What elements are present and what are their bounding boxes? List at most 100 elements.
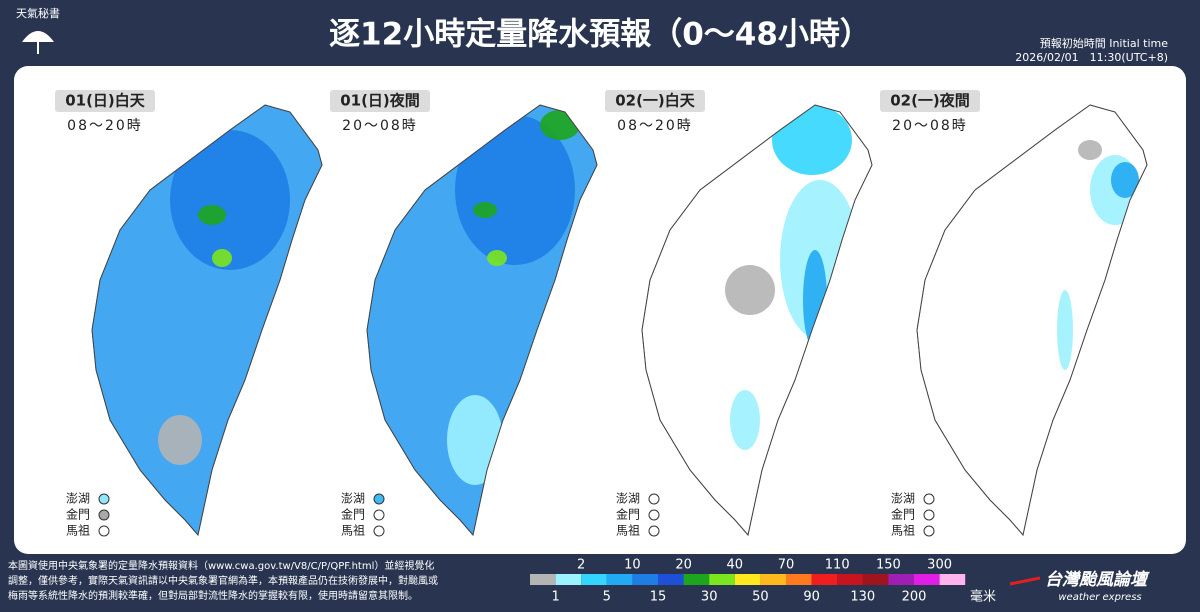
legend-label: 20 xyxy=(675,558,692,573)
legend-label: 40 xyxy=(727,558,744,573)
brand-tagline: weather express xyxy=(1058,592,1141,603)
rain-area xyxy=(1078,140,1102,160)
rain-area xyxy=(455,115,575,265)
island-status xyxy=(923,509,935,521)
legend-swatch xyxy=(581,574,607,585)
panel-label: 01(日)夜間 xyxy=(340,92,420,110)
legend-swatch xyxy=(530,574,556,585)
legend-swatch xyxy=(888,574,914,585)
legend-label: 10 xyxy=(624,558,641,573)
rain-area xyxy=(1057,290,1073,370)
panel-time: 20～08時 xyxy=(892,118,968,134)
legend-label: 15 xyxy=(650,590,667,605)
panel-label: 01(日)白天 xyxy=(65,92,146,110)
panel-time: 20～08時 xyxy=(342,118,418,134)
island-name: 澎湖 xyxy=(341,491,365,506)
island-name: 澎湖 xyxy=(891,491,915,506)
island-name: 金門 xyxy=(616,507,640,522)
panel-time: 08～20時 xyxy=(67,118,143,134)
legend-label: 30 xyxy=(701,590,718,605)
title: 逐12小時定量降水預報（0～48小時） xyxy=(329,17,871,53)
rain-area xyxy=(487,250,507,266)
rain-area xyxy=(198,205,226,225)
rain-area xyxy=(158,415,202,465)
brand-name: 台灣颱風論壇 xyxy=(1045,570,1150,590)
panel-label: 02(一)夜間 xyxy=(890,92,970,110)
island-status xyxy=(648,509,660,521)
logo: 天氣秘書 xyxy=(16,6,60,54)
legend-swatch xyxy=(811,574,838,585)
legend-swatch xyxy=(555,574,582,585)
legend-label: 70 xyxy=(778,558,795,573)
legend-swatch xyxy=(939,574,966,585)
legend-swatch xyxy=(837,574,863,585)
island-status xyxy=(373,525,385,537)
footer-line: 梅雨等系統性降水的預測較準確，但對局部對流性降水的掌握較有限，使用時請留意其限制… xyxy=(8,589,418,602)
taiwan-outline xyxy=(916,104,1148,537)
legend-swatch xyxy=(734,574,761,585)
legend-label: 90 xyxy=(803,590,820,605)
panel-label-box xyxy=(880,90,980,112)
island-name: 馬祖 xyxy=(66,523,90,538)
taiwan-outline xyxy=(641,104,873,537)
panel-label-box xyxy=(330,90,430,112)
island-name: 金門 xyxy=(341,507,365,522)
legend-label: 200 xyxy=(902,590,927,605)
legend-label: 2 xyxy=(577,558,585,573)
legend-label: 50 xyxy=(752,590,769,605)
logo-text: 天氣秘書 xyxy=(16,6,60,20)
island-name: 金門 xyxy=(891,507,915,522)
legend-label: 5 xyxy=(603,590,611,605)
island-status xyxy=(648,525,660,537)
panel-label: 02(一)白天 xyxy=(615,92,696,110)
footer-line: 本圖資使用中央氣象署的定量降水預報資料（www.cwa.gov.tw/V8/C/… xyxy=(8,559,434,572)
legend-unit: 毫米 xyxy=(970,589,996,605)
island-name: 馬祖 xyxy=(891,523,915,538)
taiwan-outline xyxy=(366,104,598,537)
island-name: 澎湖 xyxy=(616,491,640,506)
brand-swoosh xyxy=(1009,576,1041,586)
island-status xyxy=(373,509,385,521)
legend-label: 130 xyxy=(850,590,875,605)
island-status xyxy=(98,525,110,537)
umbrella-icon xyxy=(22,31,54,42)
legend-swatch xyxy=(709,574,735,585)
legend-label: 150 xyxy=(876,558,901,573)
island-status xyxy=(648,493,660,505)
legend-swatch xyxy=(862,574,889,585)
island-name: 澎湖 xyxy=(66,491,90,506)
legend-swatch xyxy=(760,574,786,585)
legend-label: 1 xyxy=(551,590,559,605)
rain-areas xyxy=(447,110,580,485)
panel-label-box xyxy=(605,90,705,112)
panel-time: 08～20時 xyxy=(617,118,693,134)
legend-swatch xyxy=(632,574,658,585)
island-status xyxy=(923,493,935,505)
rain-area xyxy=(212,249,232,267)
rain-area xyxy=(725,265,775,315)
rain-area xyxy=(772,105,852,175)
footer-line: 調整，僅供參考，實際天氣資訊請以中央氣象署官網為準，本預報產品仍在技術發展中，對… xyxy=(8,574,438,587)
legend-swatch xyxy=(914,574,940,585)
legend-label: 110 xyxy=(825,558,850,573)
legend-label: 300 xyxy=(927,558,952,573)
rain-area xyxy=(1111,162,1139,198)
rain-area xyxy=(730,390,760,450)
taiwan-outline xyxy=(91,104,323,537)
island-name: 馬祖 xyxy=(616,523,640,538)
init-time: 2026/02/01 11:30(UTC+8) xyxy=(1015,51,1168,64)
init-label: 預報初始時間 Initial time xyxy=(1040,36,1169,50)
rain-areas xyxy=(158,130,290,465)
legend-swatch xyxy=(683,574,710,585)
legend-swatch xyxy=(786,574,812,585)
island-name: 馬祖 xyxy=(341,523,365,538)
island-status xyxy=(923,525,935,537)
island-status xyxy=(98,493,110,505)
rain-area xyxy=(170,130,290,270)
legend-swatch xyxy=(606,574,633,585)
panel-label-box xyxy=(55,90,155,112)
